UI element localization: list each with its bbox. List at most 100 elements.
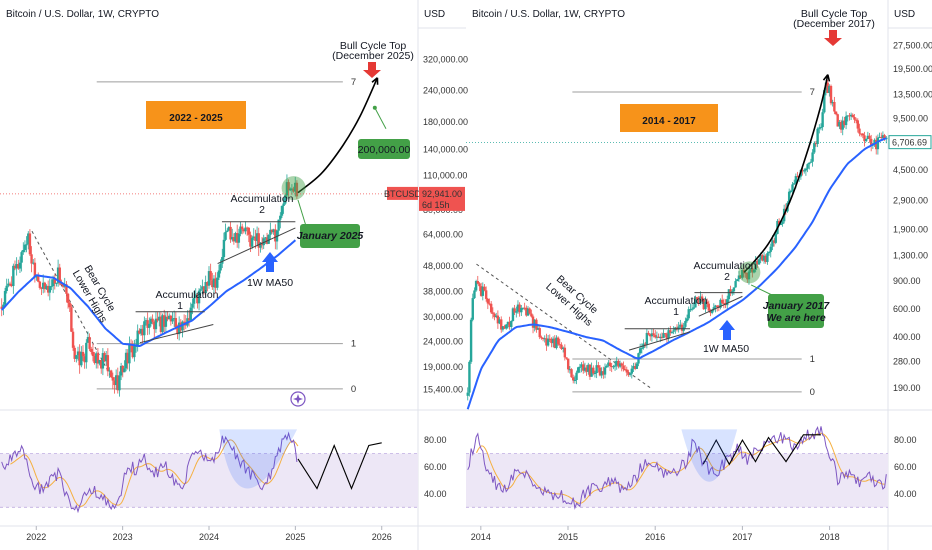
- candle-body: [10, 284, 13, 287]
- left-chart-panel: Bitcoin / U.S. Dollar, 1W, CRYPTO USD 320,…: [0, 0, 468, 550]
- y-tick-label: 1,900.00: [893, 225, 928, 235]
- candle-body: [655, 336, 659, 338]
- candle-body: [816, 128, 819, 145]
- candle-body: [510, 320, 513, 327]
- candle-body: [695, 297, 699, 300]
- candle-body: [829, 85, 833, 104]
- candle-body: [649, 334, 652, 337]
- candle-body: [726, 299, 729, 306]
- fib-level-label: 0: [810, 387, 815, 398]
- candle-body: [17, 264, 20, 269]
- symbol-tag: [387, 186, 418, 200]
- candle-body: [787, 191, 791, 203]
- candle-body: [41, 282, 45, 289]
- candle-body: [189, 307, 192, 321]
- candle-body: [207, 271, 211, 286]
- candle-body: [789, 190, 793, 192]
- candle-body: [144, 320, 148, 322]
- candle-body: [754, 260, 757, 270]
- candle-body: [540, 337, 543, 339]
- candle-body: [254, 236, 257, 241]
- acc1-label: Accumulation: [155, 289, 218, 301]
- candle-body: [819, 127, 823, 129]
- candle-body: [171, 318, 174, 322]
- candle-body: [224, 231, 227, 240]
- candle-body: [742, 269, 746, 273]
- candle-body: [7, 283, 10, 286]
- candle-body: [563, 347, 567, 358]
- rsi-tick-label: 40.00: [424, 489, 447, 499]
- candle-body: [583, 367, 587, 371]
- candle-body: [28, 233, 32, 255]
- candle-body: [479, 286, 483, 296]
- candle-body: [715, 305, 719, 307]
- candle-body: [50, 286, 53, 288]
- candle-body: [73, 347, 76, 359]
- fib-level-label: 1: [351, 339, 356, 350]
- blue-up-arrow: [719, 320, 735, 340]
- candle-body: [123, 368, 126, 373]
- candle-body: [769, 246, 772, 252]
- candle-body: [839, 122, 843, 130]
- candle-body: [597, 365, 600, 368]
- candle-body: [565, 357, 568, 359]
- candle-body: [687, 309, 690, 319]
- y-tick-label: 38,000.00: [423, 286, 463, 296]
- candle-body: [612, 366, 615, 368]
- rsi-band: [466, 453, 888, 508]
- candle-body: [613, 365, 617, 367]
- candle-body: [767, 251, 771, 254]
- candle-body: [219, 263, 222, 271]
- acc2-number: 2: [259, 204, 265, 216]
- candle-body: [836, 114, 839, 127]
- candle-body: [78, 351, 81, 366]
- candle-body: [242, 229, 246, 232]
- x-tick-label: 2017: [732, 532, 752, 542]
- candle-body: [83, 356, 86, 363]
- candle-body: [781, 221, 784, 225]
- candle-body: [491, 312, 495, 314]
- candle-body: [709, 310, 712, 313]
- candle-body: [202, 286, 206, 293]
- candle-body: [272, 229, 275, 233]
- x-tick-label: 2026: [372, 532, 392, 542]
- candle-body: [521, 307, 525, 309]
- candle-body: [168, 315, 171, 320]
- candle-body: [747, 271, 751, 280]
- candle-body: [267, 234, 270, 244]
- candle-body: [727, 289, 731, 300]
- candle-body: [543, 338, 546, 340]
- red-down-arrow: [824, 30, 842, 46]
- candle-body: [191, 303, 194, 308]
- candle-body: [478, 283, 481, 287]
- candle-body: [849, 114, 853, 117]
- candle-body: [622, 365, 625, 370]
- candle-body: [523, 307, 526, 309]
- candle-body: [694, 297, 697, 308]
- rsi-line: [1, 431, 298, 514]
- x-tick-label: 2024: [199, 532, 219, 542]
- callout-badge: [300, 224, 360, 248]
- candle-body: [232, 237, 236, 242]
- ma50-label: 1W MA50: [703, 343, 749, 355]
- candle-body: [608, 362, 612, 367]
- callout-connector: [297, 199, 307, 227]
- candle-body: [582, 364, 585, 371]
- candle-body: [111, 377, 115, 381]
- candle-body: [615, 360, 618, 366]
- candle-body: [560, 344, 563, 349]
- candle-body: [118, 375, 121, 391]
- candle-body: [633, 366, 637, 369]
- candle-body: [493, 313, 496, 318]
- bull-projection-curve: [297, 77, 379, 194]
- candle-body: [654, 335, 657, 338]
- candle-body: [109, 370, 113, 378]
- candle-body: [20, 252, 23, 263]
- candle-body: [821, 112, 824, 128]
- candle-body: [289, 188, 292, 191]
- y-tick-label: 140,000.00: [423, 144, 468, 154]
- candle-body: [56, 267, 60, 283]
- candle-body: [712, 307, 716, 310]
- candle-body: [469, 319, 473, 362]
